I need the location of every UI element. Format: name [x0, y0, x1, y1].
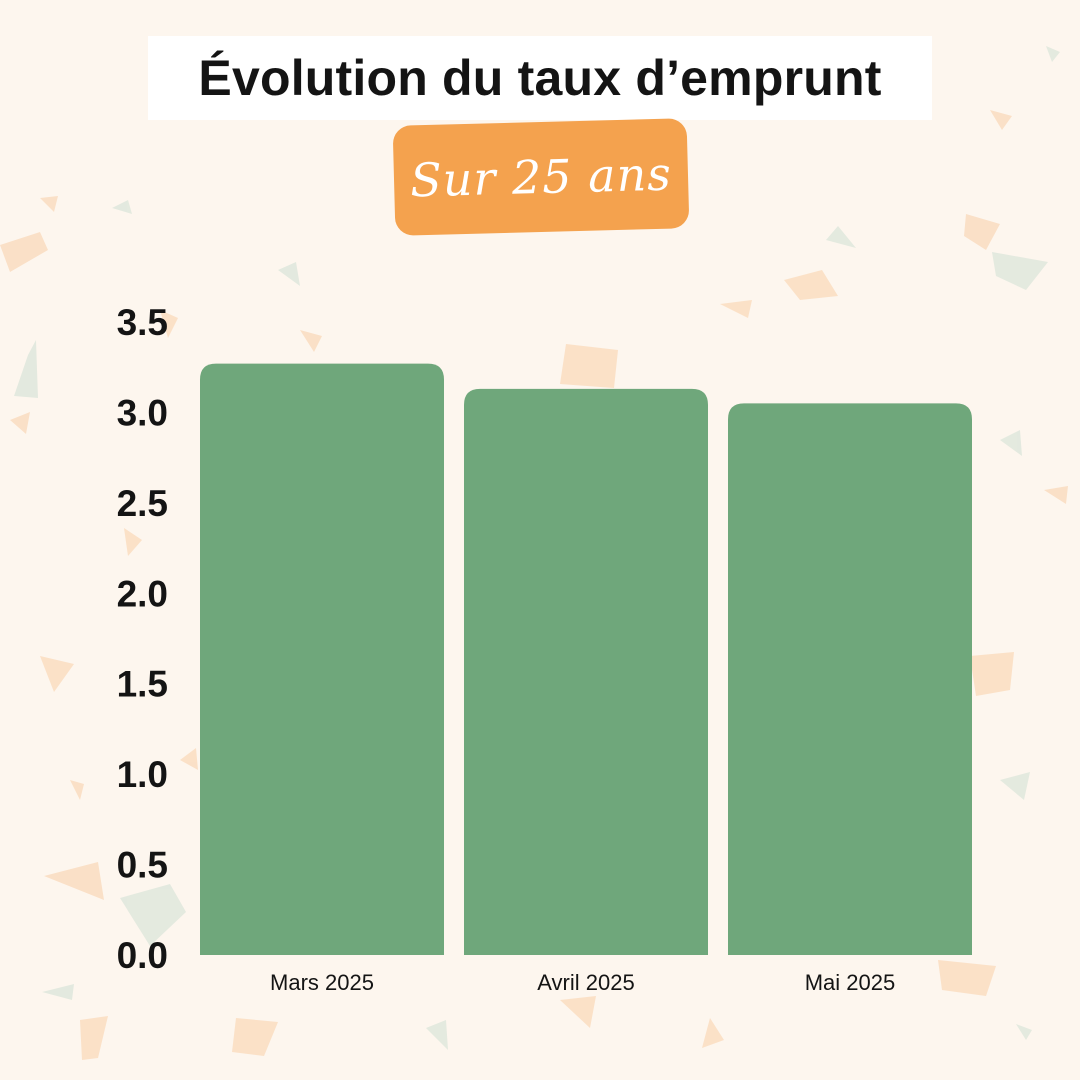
- y-tick-label: 3.5: [117, 302, 168, 343]
- bar: [200, 363, 444, 955]
- x-axis: Mars 2025 Avril 2025 Mai 2025: [270, 970, 895, 995]
- bar: [464, 388, 708, 956]
- bar: [728, 403, 972, 955]
- bars: [200, 363, 972, 956]
- x-tick-label: Avril 2025: [537, 970, 634, 995]
- x-tick-label: Mai 2025: [805, 970, 896, 995]
- y-tick-label: 1.5: [117, 664, 168, 705]
- title-box: Évolution du taux d’emprunt: [148, 36, 932, 120]
- chart-title: Évolution du taux d’emprunt: [198, 50, 882, 106]
- x-tick-label: Mars 2025: [270, 970, 374, 995]
- y-tick-label: 0.0: [117, 935, 168, 976]
- y-axis: 0.0 0.5 1.0 1.5 2.0 2.5 3.0 3.5: [117, 302, 168, 976]
- y-tick-label: 1.0: [117, 754, 168, 795]
- y-tick-label: 2.5: [117, 483, 168, 524]
- y-tick-label: 3.0: [117, 392, 168, 433]
- y-tick-label: 2.0: [117, 573, 168, 614]
- y-tick-label: 0.5: [117, 845, 168, 886]
